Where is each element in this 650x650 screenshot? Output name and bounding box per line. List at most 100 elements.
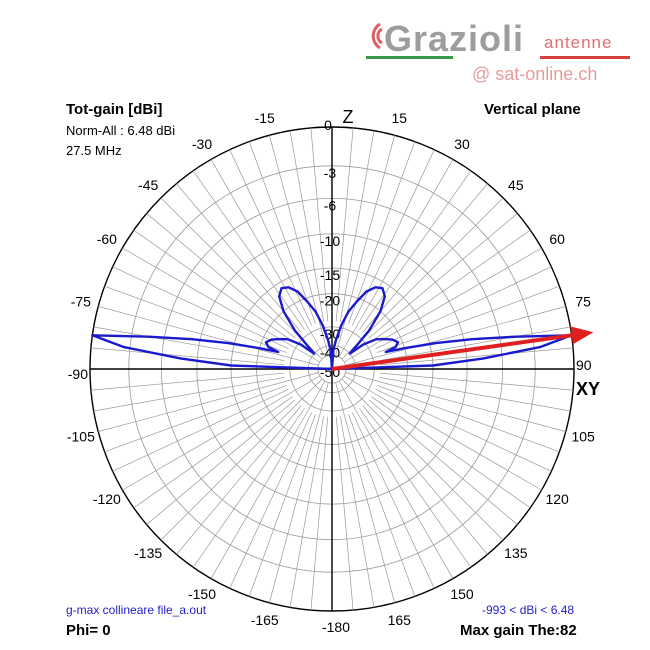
- grid-spoke: [93, 376, 285, 412]
- grid-spoke: [371, 229, 531, 342]
- z-axis-label: Z: [343, 107, 354, 127]
- angle-tick-label: -150: [188, 586, 216, 602]
- angle-tick-label: -75: [71, 294, 91, 310]
- frequency-label: 27.5 MHz: [66, 143, 122, 158]
- grid-spoke: [348, 141, 416, 325]
- grid-spoke: [229, 412, 313, 589]
- xy-axis-label: XY: [576, 379, 600, 399]
- grid-spoke: [98, 372, 319, 432]
- angle-tick-label: 75: [575, 294, 591, 310]
- grid-spoke: [133, 396, 293, 509]
- grid-spoke: [371, 396, 531, 509]
- angle-tick-label: 30: [454, 136, 470, 152]
- angle-tick-label: 60: [549, 231, 565, 247]
- radial-tick-label: -20: [320, 293, 340, 309]
- radial-tick-label: -15: [320, 267, 340, 283]
- angle-tick-label: 150: [450, 586, 474, 602]
- logo-name: Grazioli: [384, 18, 525, 59]
- grid-spoke: [368, 213, 518, 339]
- grid-spoke: [339, 416, 375, 608]
- grid-spoke: [362, 405, 488, 555]
- grid-spoke: [339, 130, 375, 322]
- grid-spoke: [379, 372, 574, 391]
- norm-label: Norm-All : 6.48 dBi: [66, 123, 176, 138]
- logo-tricolor-bar: [366, 56, 630, 59]
- angle-tick-label: -105: [67, 428, 95, 444]
- grid-spoke: [248, 141, 316, 325]
- grid-spoke: [229, 149, 313, 326]
- grid-spoke: [345, 306, 566, 366]
- grid-spoke: [112, 388, 289, 472]
- grid-spoke: [210, 380, 326, 579]
- max-gain-arrow: [331, 333, 572, 371]
- plane-label: Vertical plane: [484, 101, 581, 118]
- grid-spoke: [351, 412, 435, 589]
- brand-logo: Grazioli antenne @ sat-online.ch: [362, 14, 642, 94]
- grid-spoke: [376, 385, 560, 453]
- angle-tick-label: 120: [545, 491, 569, 507]
- grid-spoke: [269, 382, 329, 603]
- grid-spoke: [343, 247, 542, 363]
- file-label: g-max collineare file_a.out: [66, 603, 207, 617]
- grid-spoke: [379, 376, 571, 412]
- grid-spoke: [289, 416, 325, 608]
- max-gain-label: Max gain The:82: [460, 622, 577, 639]
- angle-tick-label: 90: [576, 357, 592, 373]
- angle-tick-label: -165: [251, 612, 279, 628]
- angle-tick-label: 15: [392, 110, 408, 126]
- grid-spoke: [160, 378, 323, 541]
- grid-spoke: [146, 213, 296, 339]
- grid-spoke: [368, 399, 518, 525]
- grid-spoke: [112, 266, 289, 350]
- grid-spoke: [133, 229, 293, 342]
- grid-spoke: [379, 347, 574, 366]
- chart-title: Tot-gain [dBi]: [66, 101, 163, 118]
- logo-subtitle: antenne: [544, 33, 613, 52]
- angle-tick-label: -60: [97, 231, 117, 247]
- grid-spoke: [98, 306, 319, 366]
- angle-tick-label: 45: [508, 177, 524, 193]
- angle-tick-label: -30: [192, 136, 212, 152]
- polar-grid: [89, 126, 575, 612]
- angle-tick-label: 105: [571, 428, 595, 444]
- grid-spoke: [338, 159, 454, 358]
- tick-labels: 0 15 30 45 60 75 90 105 120 135 150 165 -180 -15 -30 -4…: [67, 107, 600, 635]
- angle-tick-label: -180: [322, 619, 350, 635]
- angle-tick-label: 135: [504, 545, 528, 561]
- angle-tick-label: -15: [255, 110, 275, 126]
- grid-spoke: [375, 388, 552, 472]
- grid-spoke: [348, 413, 416, 597]
- grid-spoke: [341, 378, 504, 541]
- logo-website: @ sat-online.ch: [472, 64, 598, 84]
- max-gain-marker: [331, 326, 594, 371]
- logo-icon: [371, 22, 383, 50]
- grid-spoke: [310, 416, 329, 611]
- grid-spoke: [359, 408, 472, 568]
- grid-spoke: [338, 380, 454, 579]
- grid-spoke: [104, 385, 288, 453]
- grid-spoke: [289, 130, 325, 322]
- grid-spoke: [122, 247, 321, 363]
- grid-spoke: [93, 326, 285, 362]
- radial-tick-label: -3: [324, 165, 337, 181]
- angle-tick-label: 0: [324, 117, 332, 133]
- grid-spoke: [90, 347, 285, 366]
- grid-spoke: [335, 127, 354, 322]
- grid-spoke: [376, 285, 560, 353]
- grid-spoke: [248, 413, 316, 597]
- grid-spoke: [310, 127, 329, 322]
- angle-tick-label: -45: [138, 177, 158, 193]
- radial-tick-label: -10: [320, 233, 340, 249]
- grid-spoke: [379, 326, 571, 362]
- grid-spoke: [362, 183, 488, 333]
- max-gain-arrowhead: [570, 326, 594, 345]
- grid-spoke: [176, 405, 302, 555]
- angle-tick-label: -135: [134, 545, 162, 561]
- angle-tick-label: -90: [68, 366, 88, 382]
- grid-spoke: [192, 170, 305, 330]
- grid-spoke: [176, 183, 302, 333]
- grid-spoke: [90, 372, 285, 391]
- angle-tick-label: -120: [93, 491, 121, 507]
- radial-tick-label: -6: [324, 197, 337, 213]
